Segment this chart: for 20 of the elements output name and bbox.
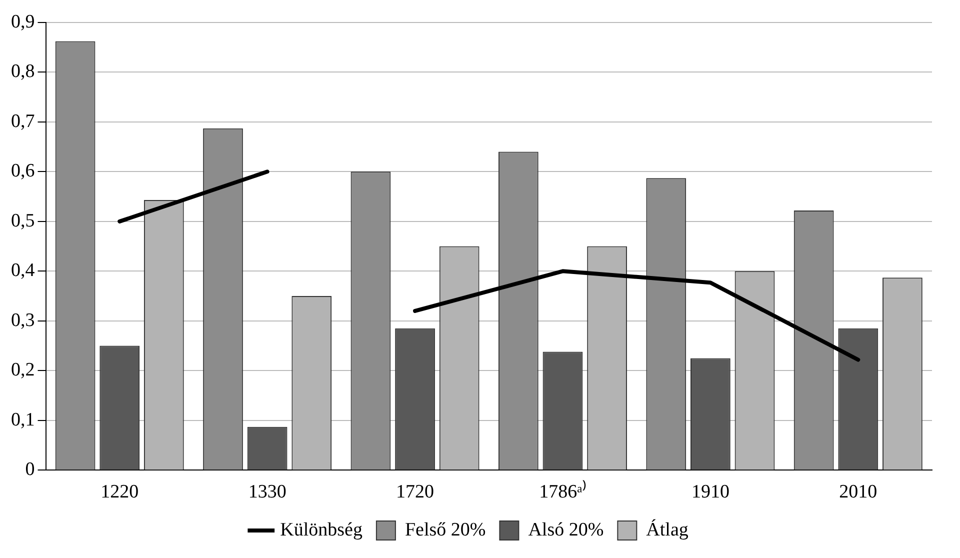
- x-tick-label: 1910: [691, 482, 730, 503]
- y-tick-label: 0,3: [11, 310, 35, 331]
- y-tick-label: 0: [25, 459, 35, 480]
- y-tick-label: 0,1: [11, 409, 35, 430]
- x-tick-label: 2010: [839, 482, 878, 503]
- x-tick-label: 1330: [248, 482, 286, 503]
- legend-label: Átlag: [646, 518, 689, 540]
- y-tick-label: 0,7: [11, 110, 35, 132]
- x-tick-label: 1786ᵃ⁾: [539, 480, 586, 503]
- legend-label: Alsó 20%: [528, 519, 604, 540]
- y-tick-label: 0,9: [11, 11, 35, 32]
- y-tick-label: 0,8: [11, 61, 35, 82]
- x-tick-label: 1720: [396, 482, 434, 503]
- y-tick-label: 0,4: [11, 260, 36, 282]
- y-tick-label: 0,5: [11, 210, 35, 232]
- x-tick-label: 1220: [100, 482, 139, 503]
- y-tick-label: 0,2: [11, 360, 35, 381]
- legend-label: Különbség: [280, 519, 363, 540]
- legend-label: Felső 20%: [404, 519, 486, 540]
- y-tick-label: 0,6: [11, 160, 35, 182]
